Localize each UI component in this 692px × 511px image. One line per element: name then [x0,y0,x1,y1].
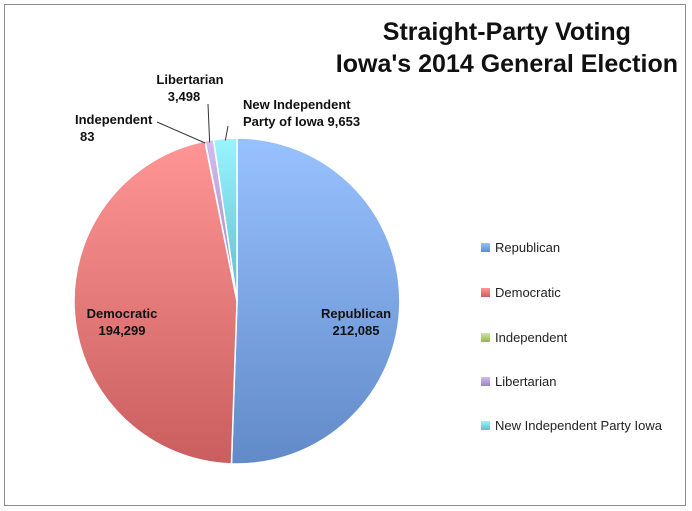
legend-swatch-republican [481,243,490,252]
label-independent: Independent 83 [75,112,153,144]
pie-slices [73,137,401,465]
legend-item-new-independent: New Independent Party Iowa [481,418,663,433]
label-libertarian-name: Libertarian [156,72,223,87]
pie-slice-republican [230,137,401,465]
leader-line-libertarian [207,103,211,143]
legend-item-republican: Republican [481,240,560,255]
legend-label-democratic: Democratic [495,285,561,300]
label-democratic: Democratic 194,299 [87,306,158,338]
label-republican-value: 212,085 [333,323,380,338]
legend-item-libertarian: Libertarian [481,374,556,389]
chart-title-line-2: Iowa's 2014 General Election [335,50,678,78]
leader-lines [156,103,229,144]
label-libertarian: Libertarian 3,498 [156,72,223,104]
leader-line-new-independent [224,125,229,141]
label-new-independent-name-rest: Party of Iowa [243,114,325,129]
legend-label-new-independent: New Independent Party Iowa [495,418,663,433]
chart-title-line-1: Straight-Party Voting [382,18,631,46]
legend-label-libertarian: Libertarian [495,374,556,389]
legend-item-democratic: Democratic [481,285,561,300]
pie-slice-democratic [73,140,238,465]
legend-swatch-libertarian [481,377,490,386]
label-new-independent-value: 9,653 [328,114,361,129]
legend-item-independent: Independent [481,330,568,345]
label-independent-name: Independent [75,112,153,127]
label-republican: Republican 212,085 [321,306,391,338]
label-new-independent: New Independent Party of Iowa 9,653 [243,97,360,129]
label-democratic-name: Democratic [87,306,158,321]
legend-swatch-new-independent [481,421,490,430]
leader-line-independent [156,121,206,144]
label-democratic-value: 194,299 [99,323,146,338]
legend-label-independent: Independent [495,330,568,345]
legend-label-republican: Republican [495,240,560,255]
label-libertarian-value: 3,498 [168,89,201,104]
label-new-independent-name-2: Party of Iowa 9,653 [243,114,360,129]
chart-title: Straight-Party Voting Iowa's 2014 Genera… [336,16,678,80]
label-republican-name: Republican [321,306,391,321]
label-independent-value: 83 [80,129,94,144]
legend-swatch-independent [481,333,490,342]
label-new-independent-name-1: New Independent [243,97,351,112]
legend-swatch-democratic [481,288,490,297]
legend: Republican Democratic Independent Libert… [481,240,663,433]
